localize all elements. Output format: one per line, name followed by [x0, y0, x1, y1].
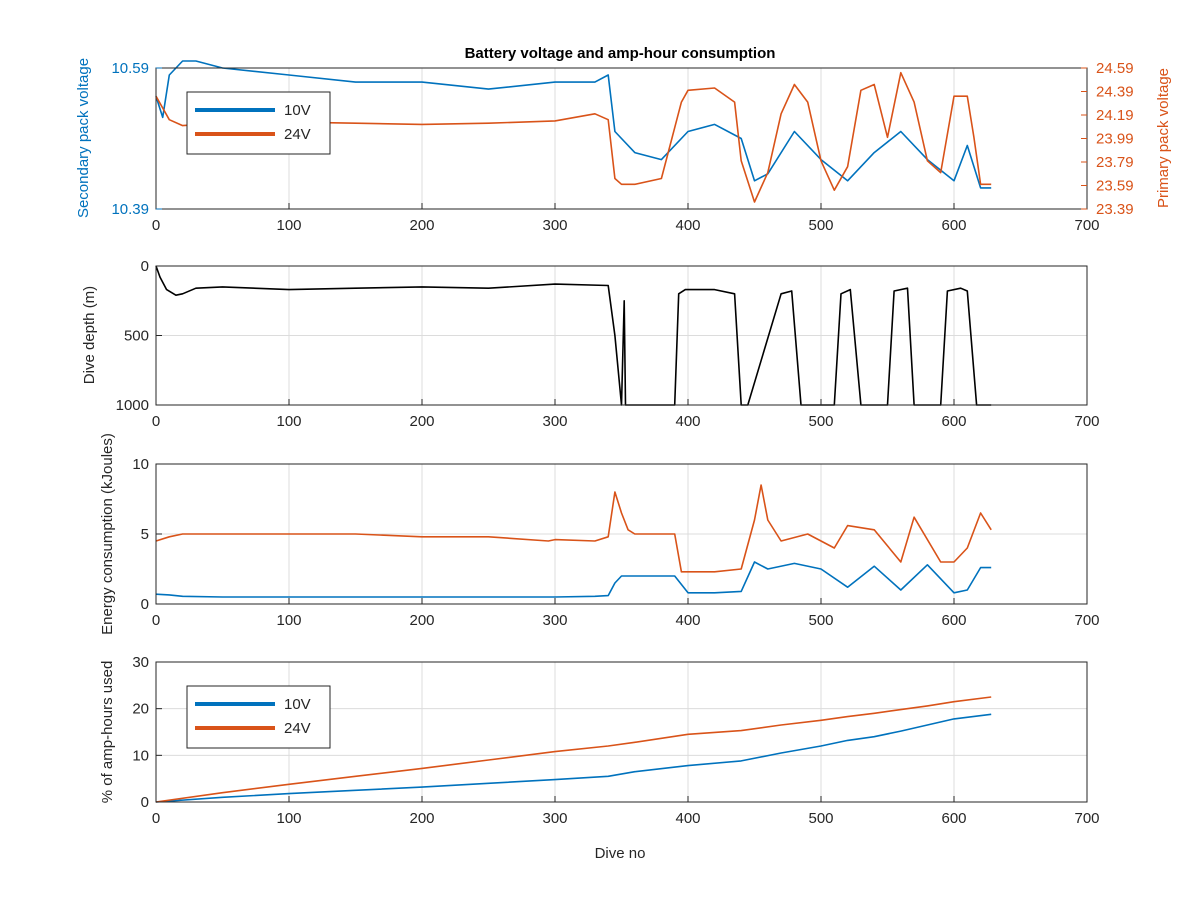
axes-box — [155, 661, 1088, 803]
legend-label-24v: 24V — [284, 720, 311, 737]
legend-label-10v: 10V — [284, 696, 311, 713]
x-tick-label: 300 — [542, 217, 567, 234]
y-tick-label: 10 — [132, 456, 149, 473]
x-tick-label: 400 — [675, 810, 700, 827]
x-tick-label: 100 — [276, 612, 301, 629]
x-tick-label: 700 — [1074, 413, 1099, 430]
y-tick-label: 0 — [141, 258, 149, 275]
x-tick-label: 200 — [409, 413, 434, 430]
series-line-10v — [155, 713, 992, 803]
y-tick-label: 30 — [132, 654, 149, 671]
x-tick-label: 700 — [1074, 810, 1099, 827]
series-line-10v — [155, 60, 992, 189]
y-tick-label: 10.39 — [111, 201, 149, 218]
series-line-24v — [155, 484, 992, 573]
y-right-tick-label: 24.39 — [1096, 84, 1134, 101]
x-tick-label: 700 — [1074, 217, 1099, 234]
x-tick-label: 500 — [808, 612, 833, 629]
y-tick-label: 5 — [141, 526, 149, 543]
x-tick-label: 200 — [409, 612, 434, 629]
x-tick-label: 300 — [542, 810, 567, 827]
y-tick-label: 500 — [124, 328, 149, 345]
x-tick-label: 200 — [409, 810, 434, 827]
y-right-tick-label: 23.79 — [1096, 154, 1134, 171]
y-tick-label: 0 — [141, 794, 149, 811]
legend-box — [186, 91, 331, 155]
ylabel-amp-hours: % of amp-hours used — [99, 661, 116, 804]
y-tick-label: 10.59 — [111, 60, 149, 77]
x-tick-label: 400 — [675, 413, 700, 430]
series-line-10v — [155, 561, 992, 598]
x-tick-label: 700 — [1074, 612, 1099, 629]
series-line-24v — [155, 71, 992, 203]
series-line-24v — [155, 696, 992, 803]
legend-label-24v: 24V — [284, 126, 311, 143]
x-tick-label: 100 — [276, 413, 301, 430]
x-tick-label: 100 — [276, 810, 301, 827]
y-right-tick-label: 24.19 — [1096, 107, 1134, 124]
x-tick-label: 300 — [542, 413, 567, 430]
y-right-tick-label: 23.99 — [1096, 131, 1134, 148]
x-tick-label: 400 — [675, 217, 700, 234]
x-tick-label: 0 — [152, 217, 160, 234]
y-right-tick-label: 23.39 — [1096, 201, 1134, 218]
x-tick-label: 500 — [808, 413, 833, 430]
ylabel-energy-consumption: Energy consumption (kJoules) — [99, 433, 116, 635]
x-tick-label: 400 — [675, 612, 700, 629]
x-tick-label: 600 — [941, 217, 966, 234]
x-tick-label: 0 — [152, 810, 160, 827]
x-tick-label: 100 — [276, 217, 301, 234]
subplot-dive-depth: 0 100 200 300 400 500 600 700 0 500 1000 — [116, 258, 1100, 430]
y-tick-label: 0 — [141, 596, 149, 613]
chart-title: Battery voltage and amp-hour consumption — [465, 45, 776, 62]
x-tick-label: 500 — [808, 217, 833, 234]
x-tick-label: 300 — [542, 612, 567, 629]
ylabel-dive-depth: Dive depth (m) — [81, 286, 98, 384]
y-right-tick-label: 24.59 — [1096, 60, 1134, 77]
x-tick-label: 200 — [409, 217, 434, 234]
x-tick-label: 0 — [152, 612, 160, 629]
x-tick-label: 600 — [941, 612, 966, 629]
y-right-tick-label: 23.59 — [1096, 178, 1134, 195]
subplot-voltage: 0 100 200 300 400 500 600 700 10.39 10.59 23.39 23.… — [111, 60, 1133, 234]
y-tick-label: 20 — [132, 701, 149, 718]
ylabel-primary-pack-voltage: Primary pack voltage — [1155, 68, 1172, 208]
x-tick-label: 0 — [152, 413, 160, 430]
legend-label-10v: 10V — [284, 102, 311, 119]
y-tick-label: 1000 — [116, 397, 149, 414]
subplot-energy: 0 100 200 300 400 500 600 700 0 5 10 — [132, 456, 1099, 629]
x-tick-label: 500 — [808, 810, 833, 827]
xlabel-dive-no: Dive no — [595, 845, 646, 862]
y-tick-label: 10 — [132, 747, 149, 764]
ylabel-secondary-pack-voltage: Secondary pack voltage — [75, 58, 92, 218]
x-tick-label: 600 — [941, 810, 966, 827]
legend-box — [186, 685, 331, 749]
x-tick-label: 600 — [941, 413, 966, 430]
